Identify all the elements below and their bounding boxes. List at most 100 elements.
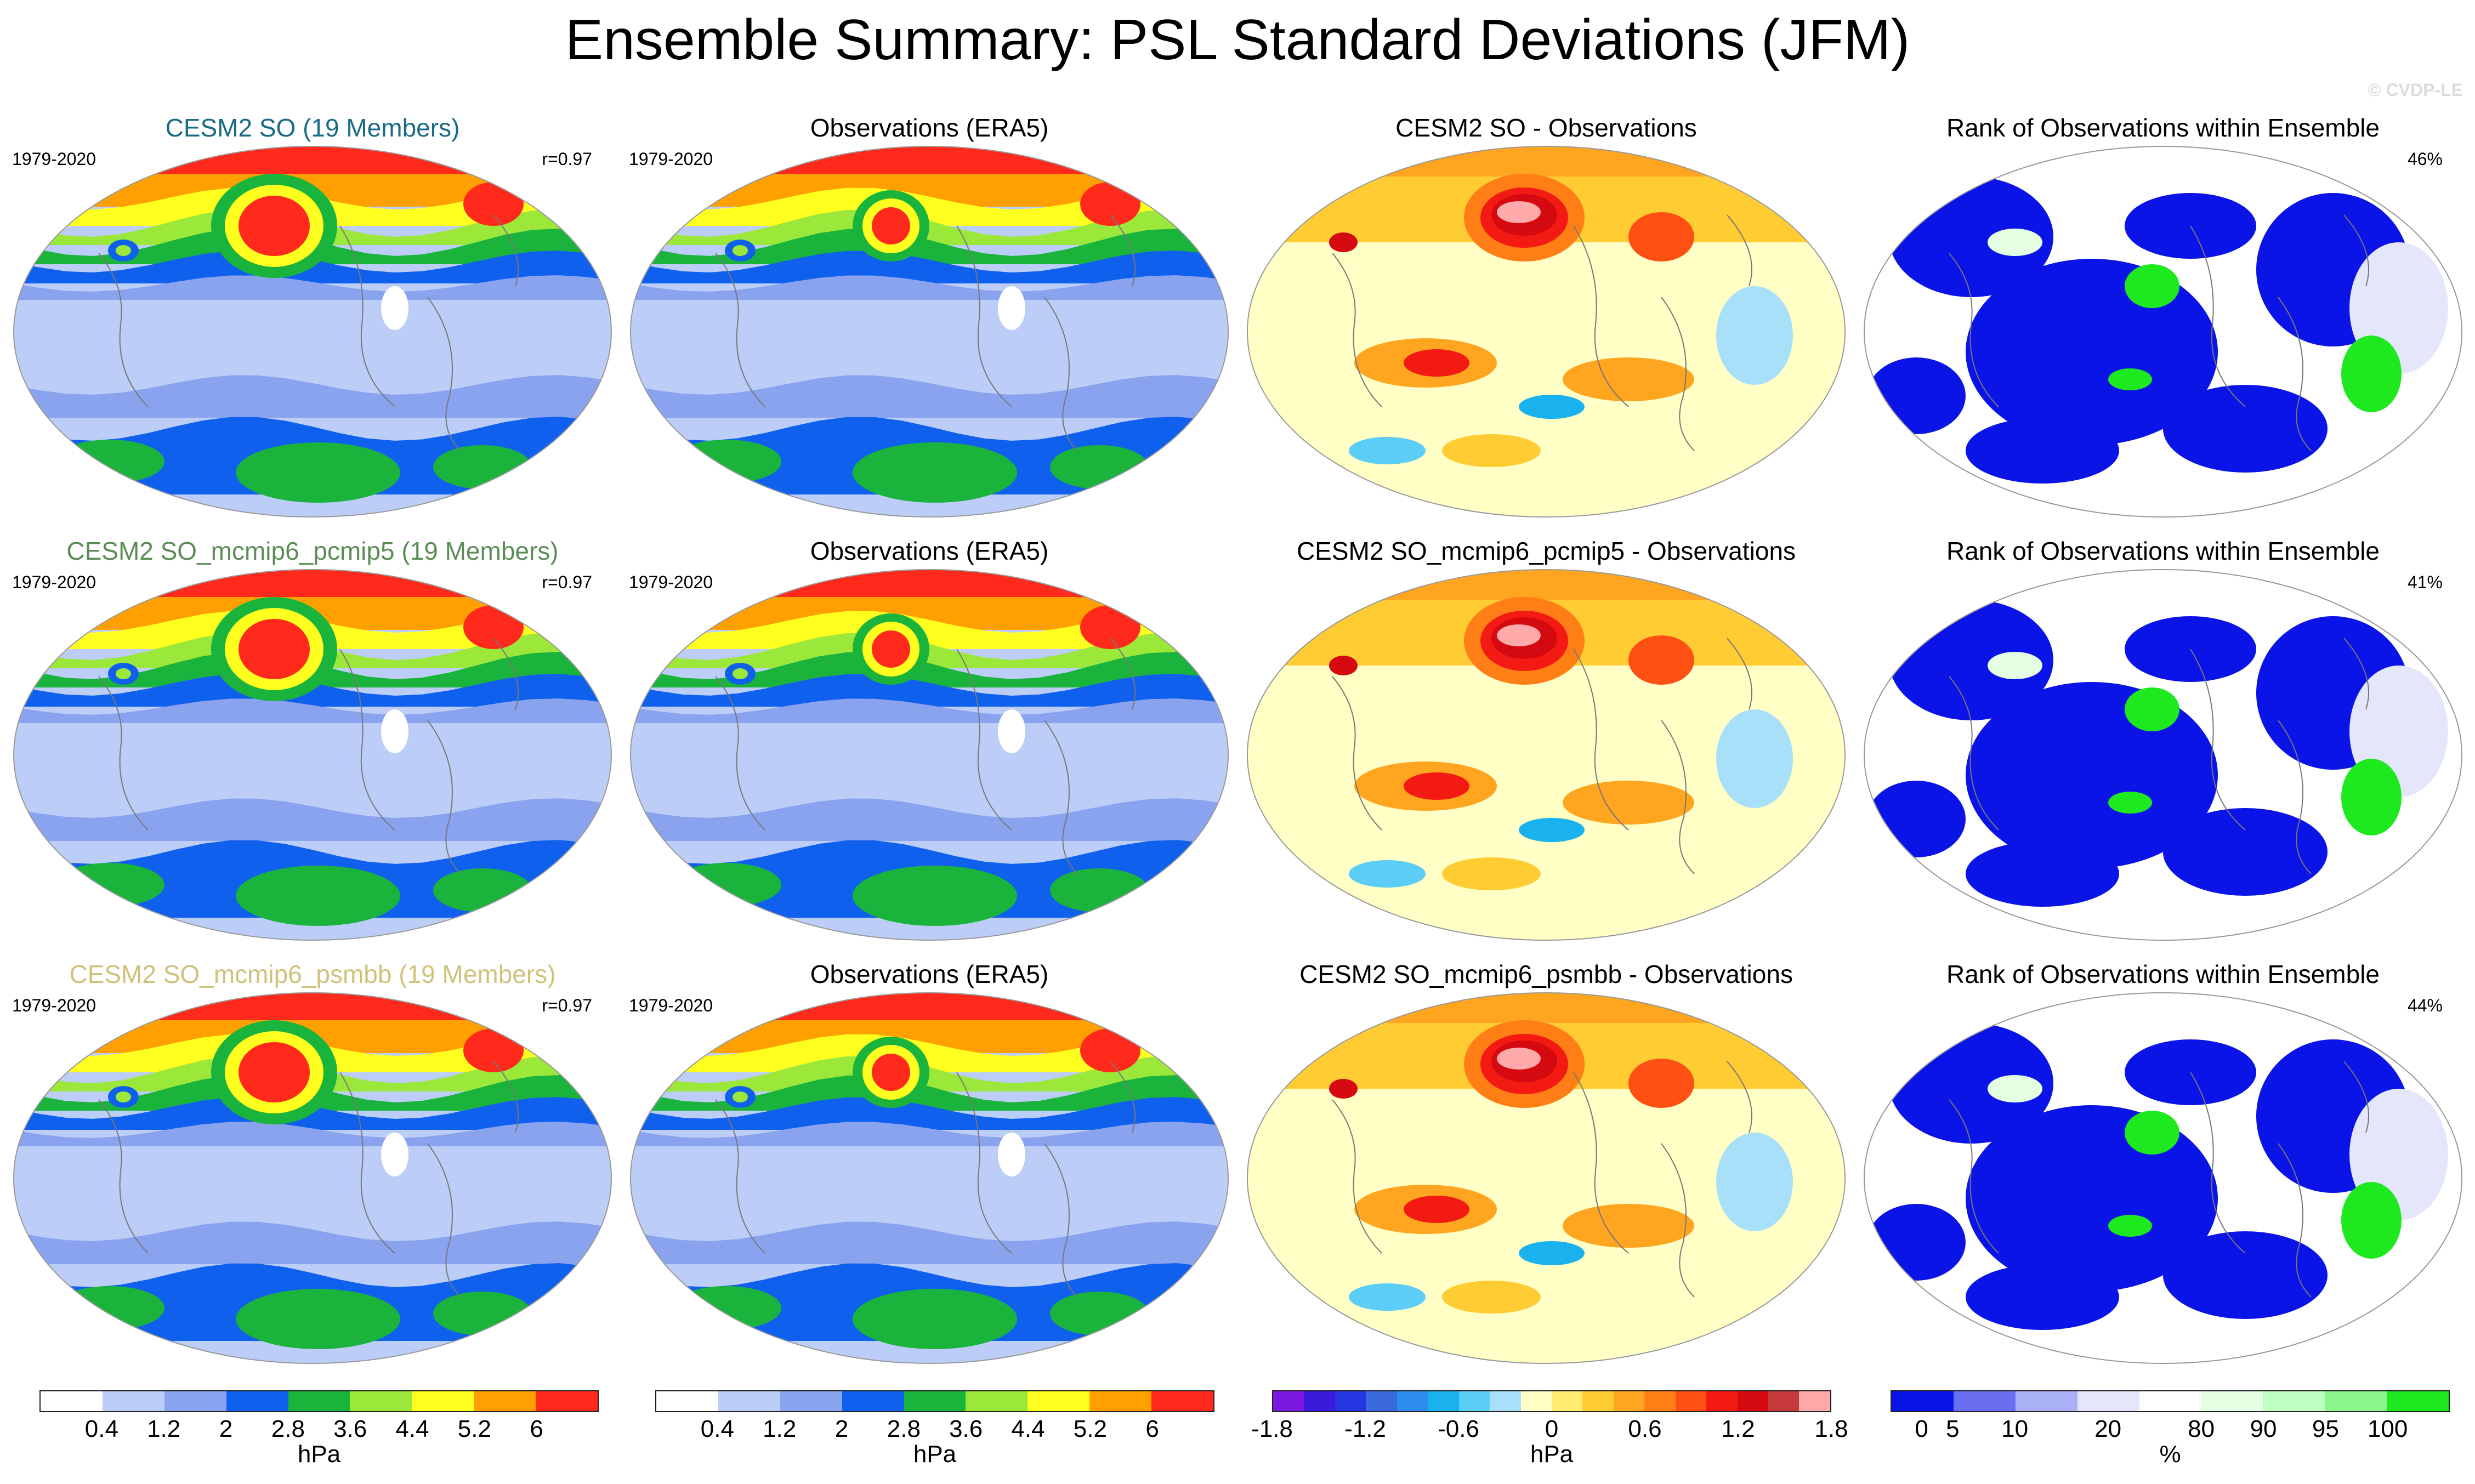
southern-green-3 [55,440,164,484]
map-outline [630,569,1229,941]
colorbar-swatch [1799,1391,1830,1411]
missing-data-patch [998,1133,1025,1176]
std-southern-midblue [14,375,611,418]
std-arctic-max [631,570,1228,597]
diff-regional-max [1329,1079,1358,1099]
southern-green-1 [236,1289,400,1349]
std-southern-midblue [631,375,1228,418]
coastline [427,720,461,874]
std-map [13,569,612,941]
regional-max-green [116,668,131,679]
std-map [13,146,612,518]
rank-high-region-1 [2341,336,2402,412]
colorbar-swatch [718,1391,780,1411]
colorbar-swatch [1028,1391,1090,1411]
rank-low-region-4 [1966,1264,2119,1330]
diff-regional-max [1329,656,1358,675]
rank-low-region-5 [1867,357,1966,434]
colorbar-swatch [102,1391,164,1411]
diff-map [1247,569,1846,941]
missing-data-patch [381,286,408,330]
colorbar-swatch [2015,1391,2077,1411]
regional-max-green [733,668,748,679]
percent-label: 44% [2407,996,2443,1015]
diff-arctic-band [1247,146,1845,177]
std-lightgreen-band [631,209,1228,245]
icelandic-max [463,1028,524,1072]
map-outline [13,992,612,1364]
coastline [2190,1072,2246,1254]
aleutian-low-max [872,630,910,668]
diff-atlantic-max [1628,1059,1694,1108]
diff-map [1247,992,1846,1364]
map-outline [630,992,1229,1364]
diff-colorbar [1272,1390,1831,1412]
southern-green-3 [672,440,781,484]
coastline [1949,1099,1999,1254]
southern-green-3 [55,863,164,907]
rank-high-region-3 [2108,1215,2152,1237]
map-outline [630,146,1229,518]
diff-negative-patch-1 [1716,1133,1793,1231]
std-map [630,992,1229,1364]
diff-map [1247,146,1846,518]
coastline [1332,676,1382,831]
colorbar-units: % [2159,1441,2181,1468]
coastline [1573,649,1629,831]
colorbar-swatch [1737,1391,1768,1411]
rank-high-region-1 [2341,1182,2402,1259]
colorbar-tick-label: 2.8 [271,1415,305,1442]
colorbar-tick-label: 95 [2312,1415,2339,1442]
panel-title-row2-obs: Observations (ERA5) [810,537,1049,565]
std-midblue-band [631,275,1228,300]
std-map [630,569,1229,941]
coastline [1110,214,1136,287]
coastline [1573,225,1629,407]
colorbar-tick-label: 3.6 [949,1415,983,1442]
rank-low-region-3 [2163,385,2328,473]
percent-label: 46% [2407,149,2443,169]
diff-sh-band-2 [1563,357,1694,401]
panel-title-row3-rank: Rank of Observations within Ensemble [1946,960,2380,988]
correlation-label: r=0.97 [542,996,592,1015]
std-lightgreen-band [631,633,1228,668]
diff-pacific-peak [1497,1048,1541,1070]
southern-green-1 [853,442,1017,503]
diff-arctic-band [1247,993,1845,1023]
coastline [1110,638,1136,710]
colorbar-tick-label: 0 [1545,1415,1559,1442]
colorbar-swatch [1613,1391,1645,1411]
rank-map [1864,569,2462,941]
colorbar-swatch [164,1391,226,1411]
coastline [493,638,519,710]
rank-colorbar [1891,1390,2450,1412]
southern-green-1 [236,866,400,926]
aleutian-low-max [239,1042,310,1102]
colorbar-swatch [1675,1391,1707,1411]
coastline [1661,297,1695,451]
coastline [493,214,519,287]
panel-title-row1-diff: CESM2 SO - Observations [1395,113,1697,142]
coastline [1661,1143,1695,1298]
std-midblue-band [631,1122,1228,1146]
std-yellow-band [631,611,1228,649]
coastline [1949,676,1999,831]
coastline [715,1099,765,1254]
coastline [339,649,395,831]
rank-low-region-3 [2163,1231,2328,1319]
diff-sh-core-1 [1404,349,1469,377]
map-outline [1864,569,2462,941]
diff-sh-core-1 [1404,772,1469,800]
colorbar-swatch [1768,1391,1800,1411]
colorbar-swatch [41,1391,103,1411]
std-colorbar [39,1390,599,1412]
colorbar-tick-label: 100 [2367,1415,2408,1442]
coastline [427,1143,461,1298]
rank-high-region-2 [2125,264,2179,308]
period-label: 1979-2020 [629,996,713,1015]
colorbar-swatch [1490,1391,1521,1411]
std-midblue-band [14,275,611,300]
map-outline [1247,992,1846,1364]
missing-data-patch [998,286,1025,330]
colorbar-tick-label: 0 [1915,1415,1928,1442]
